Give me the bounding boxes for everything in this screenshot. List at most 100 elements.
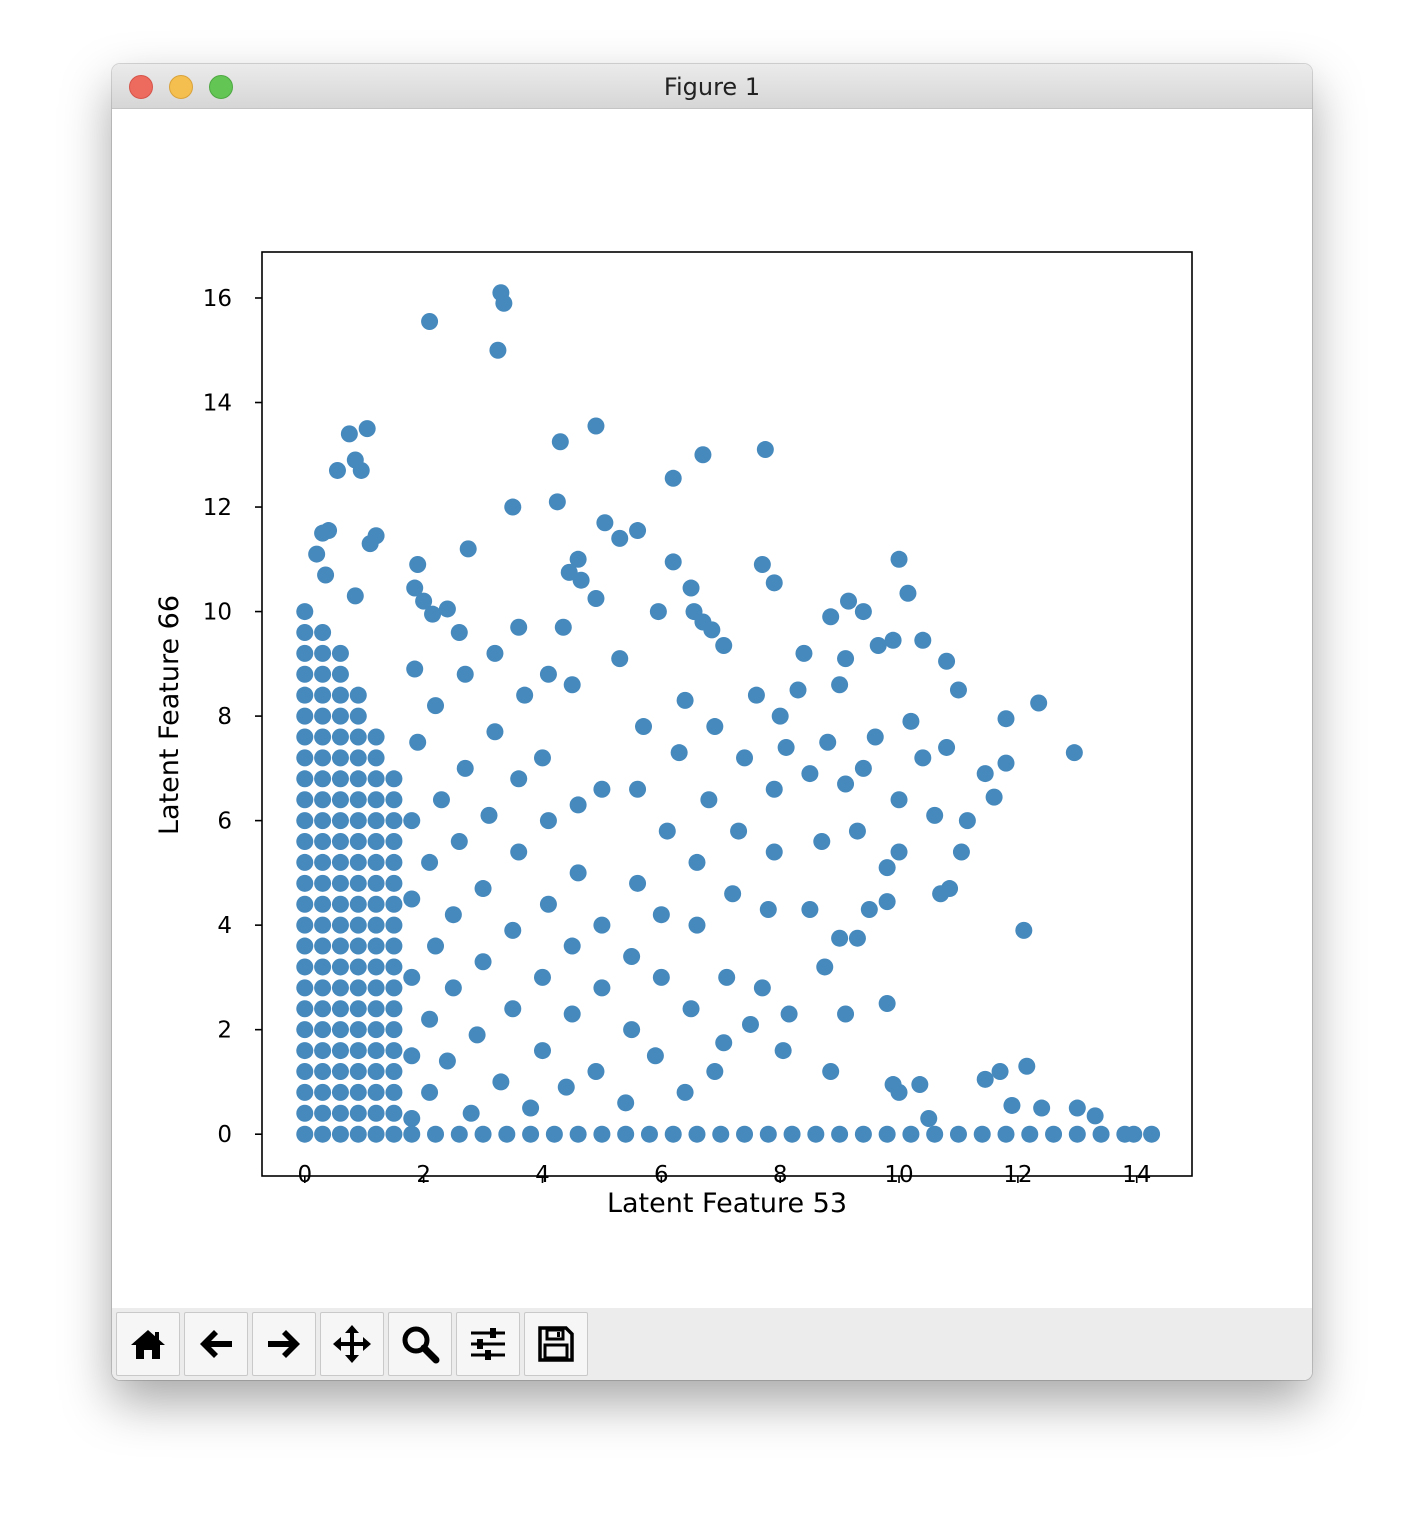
scatter-point (296, 916, 314, 934)
scatter-point (736, 1125, 754, 1143)
scatter-point (331, 916, 349, 934)
scatter-point (486, 723, 504, 741)
scatter-point (563, 937, 581, 955)
scatter-point (1143, 1125, 1161, 1143)
configure-button[interactable] (456, 1312, 520, 1376)
scatter-point (385, 770, 403, 788)
scatter-point (510, 843, 528, 861)
scatter-point (780, 1005, 798, 1023)
home-button[interactable] (116, 1312, 180, 1376)
scatter-point (899, 584, 917, 602)
y-tick-label: 12 (203, 495, 232, 521)
scatter-point (789, 681, 807, 699)
scatter-point (314, 1104, 332, 1122)
scatter-point (444, 906, 462, 924)
scatter-point (976, 1070, 994, 1088)
scatter-point (938, 738, 956, 756)
scatter-point (385, 958, 403, 976)
scatter-point (914, 631, 932, 649)
scatter-point (385, 916, 403, 934)
y-tick-label: 16 (203, 286, 232, 312)
scatter-point (831, 676, 849, 694)
scatter-point (331, 707, 349, 725)
scatter-point (349, 874, 367, 892)
zoom-tool-button[interactable] (388, 1312, 452, 1376)
scatter-point (328, 461, 346, 479)
scatter-point (385, 937, 403, 955)
back-button[interactable] (184, 1312, 248, 1376)
scatter-point (367, 728, 385, 746)
scatter-point (314, 958, 332, 976)
scatter-point (548, 493, 566, 511)
scatter-point (926, 1125, 944, 1143)
scatter-point (569, 550, 587, 568)
scatter-point (296, 791, 314, 809)
scatter-point (403, 1125, 421, 1143)
scatter-point (427, 697, 445, 715)
scatter-point (456, 759, 474, 777)
scatter-point (926, 806, 944, 824)
save-button[interactable] (524, 1312, 588, 1376)
minimize-button[interactable] (169, 75, 193, 99)
scatter-point (504, 1000, 522, 1018)
scatter-point (730, 822, 748, 840)
scatter-point (331, 1104, 349, 1122)
scatter-point (649, 603, 667, 621)
scatter-point (314, 1125, 332, 1143)
scatter-point (385, 853, 403, 871)
scatter-point (296, 749, 314, 767)
pan-button[interactable] (320, 1312, 384, 1376)
scatter-point (676, 1083, 694, 1101)
scatter-point (296, 770, 314, 788)
scatter-point (516, 686, 534, 704)
scatter-point (403, 812, 421, 830)
scatter-point (367, 770, 385, 788)
scatter-point (510, 770, 528, 788)
scatter-point (385, 1083, 403, 1101)
scatter-point (432, 791, 450, 809)
close-button[interactable] (129, 75, 153, 99)
scatter-point (349, 958, 367, 976)
scatter-point (468, 1026, 486, 1044)
scatter-point (759, 900, 777, 918)
scatter-point (296, 833, 314, 851)
scatter-point (593, 780, 611, 798)
scatter-point (349, 791, 367, 809)
scatter-point (706, 718, 724, 736)
scatter-point (385, 979, 403, 997)
scatter-point (331, 1042, 349, 1060)
scatter-point (629, 874, 647, 892)
scatter-point (572, 571, 590, 589)
scatter-point (314, 937, 332, 955)
scatter-point (822, 608, 840, 626)
scatter-point (557, 1078, 575, 1096)
scatter-point (1092, 1125, 1110, 1143)
scatter-point (837, 650, 855, 668)
scatter-point (367, 979, 385, 997)
scatter-point (489, 341, 507, 359)
scatter-point (765, 843, 783, 861)
scatter-point (296, 853, 314, 871)
scatter-point (331, 1062, 349, 1080)
scatter-point (878, 893, 896, 911)
scatter-point (403, 1110, 421, 1128)
chart: Latent Feature 53 Latent Feature 66 0 2 4 6… (154, 251, 1193, 1219)
x-tick-label: 8 (773, 1162, 788, 1188)
scatter-point (296, 812, 314, 830)
scatter-point (415, 592, 433, 610)
zoom-button[interactable] (209, 75, 233, 99)
scatter-point (438, 600, 456, 618)
scatter-point (596, 514, 614, 532)
forward-button[interactable] (252, 1312, 316, 1376)
scatter-point (296, 1062, 314, 1080)
scatter-point (346, 587, 364, 605)
scatter-point (688, 853, 706, 871)
scatter-point (331, 853, 349, 871)
scatter-point (569, 796, 587, 814)
scatter-point (349, 833, 367, 851)
scatter-point (474, 880, 492, 898)
scatter-point (349, 979, 367, 997)
scatter-point (670, 744, 688, 762)
scatter-point (1018, 1057, 1036, 1075)
scatter-point (367, 791, 385, 809)
